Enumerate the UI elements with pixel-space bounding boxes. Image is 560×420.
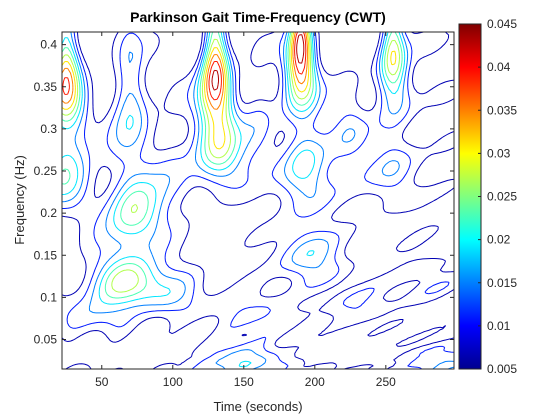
- contour-level-line: [62, 32, 454, 369]
- y-axis-label: Frequency (Hz): [12, 155, 27, 245]
- x-tick-label: 250: [376, 375, 396, 389]
- contour-level-line: [62, 32, 454, 369]
- colorbar-tick-label: 0.01: [487, 319, 511, 333]
- y-tick-label: 0.15: [34, 248, 58, 262]
- y-tick-label: 0.3: [40, 122, 57, 136]
- y-tick-label: 0.05: [34, 333, 58, 347]
- colorbar-tick-label: 0.045: [487, 17, 517, 31]
- colorbar-tick-label: 0.03: [487, 146, 511, 160]
- colorbar-tick-label: 0.025: [487, 190, 517, 204]
- plot-frame: [61, 31, 455, 370]
- chart-title: Parkinson Gait Time-Frequency (CWT): [130, 9, 386, 25]
- colorbar-tick-label: 0.005: [487, 362, 517, 376]
- x-axis: 50 100 150 200 250: [95, 32, 396, 389]
- contour-level-line: [62, 32, 397, 150]
- x-tick-label: 200: [305, 375, 325, 389]
- colorbar-tick-label: 0.04: [487, 60, 511, 74]
- contour-level-line: [62, 32, 307, 101]
- colorbar-axis: 0.005 0.01 0.015 0.02 0.025 0.03 0.035 0.04 0.04…: [478, 17, 517, 376]
- contour-level-line: [62, 32, 403, 299]
- y-tick-label: 0.35: [34, 80, 58, 94]
- x-tick-label: 50: [95, 375, 109, 389]
- colorbar-tick-label: 0.02: [487, 233, 511, 247]
- contour-level-line: [62, 32, 406, 368]
- y-tick-label: 0.4: [40, 38, 57, 52]
- y-tick-label: 0.1: [40, 290, 57, 304]
- y-tick-label: 0.2: [40, 206, 57, 220]
- colorbar-tick-label: 0.015: [487, 276, 517, 290]
- contour-layer: [62, 32, 454, 369]
- contour-level-line: [62, 32, 400, 293]
- y-tick-label: 0.25: [34, 164, 58, 178]
- x-tick-label: 100: [163, 375, 183, 389]
- y-axis: 0.05 0.1 0.15 0.2 0.25 0.3 0.35 0.4: [34, 38, 454, 347]
- x-tick-label: 150: [234, 375, 254, 389]
- contour-level-line: [211, 34, 305, 91]
- x-axis-label: Time (seconds): [213, 399, 302, 414]
- contour-level-line: [62, 32, 308, 110]
- colorbar: [458, 23, 482, 370]
- colorbar-tick-label: 0.035: [487, 103, 517, 117]
